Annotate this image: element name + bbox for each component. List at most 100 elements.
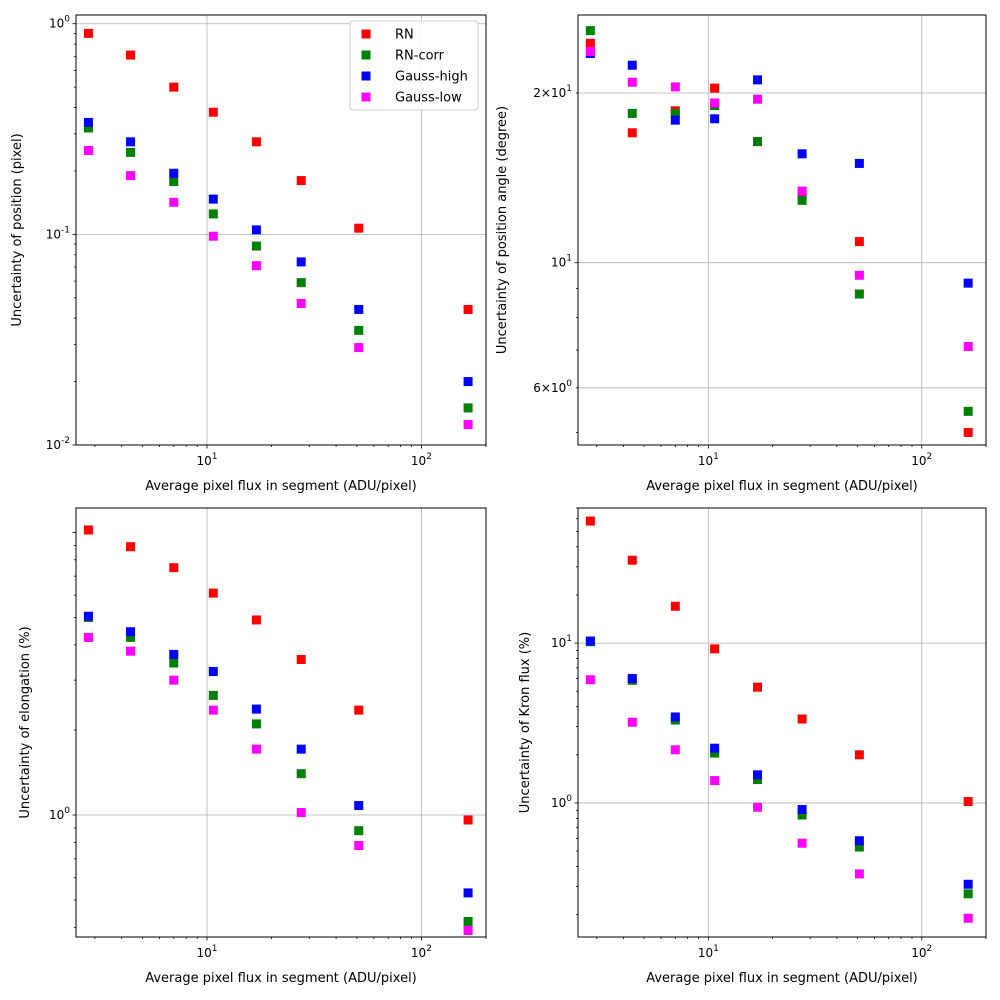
y-axis-label: Uncertainty of Kron flux (%)	[518, 632, 533, 813]
marker-gauss-high	[296, 257, 306, 267]
y-tick-label: 100	[551, 794, 572, 810]
marker-gauss-low	[169, 675, 179, 685]
marker-gauss-low	[670, 745, 680, 755]
marker-gauss-low	[296, 808, 306, 818]
panel-position-angle: 101 102 6×100 101 2×101 Average pixel flux in…	[495, 14, 987, 494]
axes-frame	[75, 507, 487, 938]
marker-gauss-high	[854, 158, 864, 168]
marker-gauss-low	[463, 926, 473, 936]
marker-rn	[585, 516, 595, 526]
marker-rn-corr	[296, 769, 306, 779]
marker-gauss-high	[753, 75, 763, 85]
marker-rn-corr	[963, 889, 973, 899]
marker-gauss-low	[296, 298, 306, 308]
legend-frame	[349, 20, 479, 111]
marker-gauss-high	[627, 674, 637, 684]
grid	[578, 508, 986, 937]
marker-rn-corr	[354, 325, 364, 335]
marker-gauss-high	[126, 627, 136, 637]
marker-gauss-high	[169, 649, 179, 659]
marker-rn	[208, 588, 218, 598]
data-points	[585, 516, 973, 923]
legend-marker	[361, 71, 371, 81]
marker-gauss-high	[126, 137, 136, 147]
marker-gauss-high	[354, 801, 364, 811]
marker-gauss-high	[463, 377, 473, 387]
marker-gauss-low	[463, 420, 473, 430]
marker-rn-corr	[296, 278, 306, 288]
marker-rn	[797, 714, 807, 724]
series-rn-corr	[83, 123, 473, 413]
marker-gauss-high	[585, 636, 595, 646]
marker-gauss-low	[627, 717, 637, 727]
marker-rn	[83, 525, 93, 535]
series-rn	[83, 525, 473, 825]
marker-gauss-low	[710, 776, 720, 786]
marker-rn	[83, 28, 93, 38]
marker-rn	[627, 128, 637, 138]
x-tick-label: 102	[911, 452, 932, 468]
marker-gauss-low	[797, 838, 807, 848]
y-axis-label: Uncertainty of elongation (%)	[18, 626, 33, 818]
data-points	[83, 28, 473, 430]
marker-rn-corr	[753, 137, 763, 147]
y-tick-label: 10-2	[46, 436, 70, 452]
marker-gauss-low	[354, 840, 364, 850]
marker-rn	[585, 38, 595, 48]
x-tick-label: 101	[698, 944, 719, 960]
marker-rn-corr	[354, 826, 364, 836]
marker-rn	[963, 797, 973, 807]
marker-rn-corr	[251, 241, 261, 251]
marker-gauss-high	[854, 836, 864, 846]
marker-gauss-low	[585, 46, 595, 56]
panel-elongation: 101 102 100 Average pixel flux in segment (…	[18, 507, 487, 986]
marker-rn	[169, 82, 179, 92]
marker-rn	[463, 304, 473, 314]
marker-gauss-high	[251, 704, 261, 714]
marker-rn-corr	[797, 195, 807, 205]
marker-rn	[126, 542, 136, 552]
marker-rn	[354, 223, 364, 233]
panel-kron-flux: 101 102 100 101 Average pixel flux in segmen…	[518, 507, 987, 986]
legend-label: RN-corr	[395, 49, 445, 64]
marker-rn	[710, 83, 720, 93]
legend-label: RN	[395, 28, 414, 43]
legend-marker	[361, 50, 371, 60]
marker-rn-corr	[797, 810, 807, 820]
y-tick-label: 100	[49, 806, 70, 822]
marker-gauss-low	[753, 802, 763, 812]
axes-frame	[75, 14, 487, 446]
x-tick-label: 101	[196, 452, 217, 468]
marker-gauss-high	[296, 744, 306, 754]
marker-rn	[208, 107, 218, 117]
x-axis-label: Average pixel flux in segment (ADU/pixel…	[646, 971, 918, 986]
marker-gauss-low	[627, 77, 637, 87]
y-tick-label: 2×101	[533, 84, 572, 100]
marker-rn	[126, 50, 136, 60]
marker-gauss-high	[963, 879, 973, 889]
marker-rn-corr	[854, 842, 864, 852]
axes-frame	[577, 507, 987, 938]
series-gauss-low	[83, 632, 473, 936]
marker-gauss-low	[797, 186, 807, 196]
grid	[76, 508, 486, 937]
marker-gauss-low	[670, 82, 680, 92]
y-tick-label: 6×100	[533, 379, 572, 395]
series-gauss-high	[585, 636, 973, 889]
marker-rn	[854, 237, 864, 247]
marker-rn-corr	[126, 632, 136, 642]
marker-rn	[963, 427, 973, 437]
x-axis-label: Average pixel flux in segment (ADU/pixel…	[646, 479, 918, 494]
panel-position: 101 102 10-2 10-1 100 Average pixel flux in s…	[10, 14, 487, 494]
series-gauss-low	[585, 46, 973, 352]
marker-rn	[296, 176, 306, 186]
x-tick-label: 101	[196, 944, 217, 960]
marker-gauss-high	[83, 611, 93, 621]
marker-rn	[854, 750, 864, 760]
marker-gauss-low	[251, 744, 261, 754]
marker-rn	[296, 654, 306, 664]
x-axis-label: Average pixel flux in segment (ADU/pixel…	[145, 971, 417, 986]
x-tick-label: 102	[411, 452, 432, 468]
marker-gauss-low	[251, 261, 261, 271]
